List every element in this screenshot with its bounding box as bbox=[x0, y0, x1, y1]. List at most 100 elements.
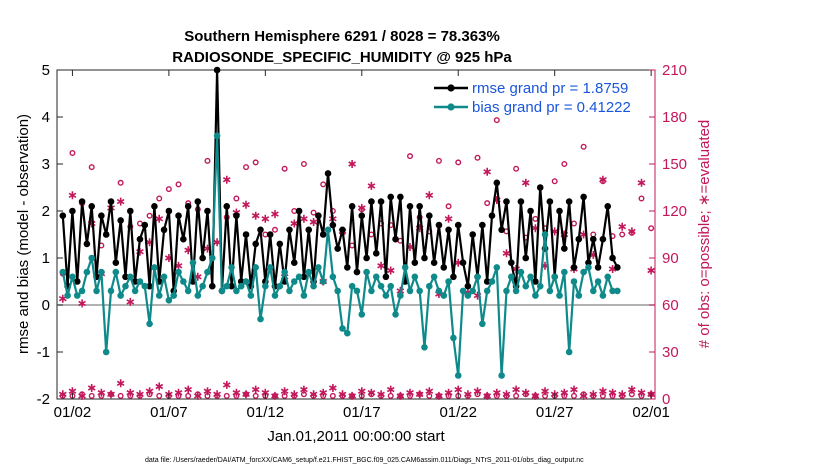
bias-point bbox=[575, 292, 583, 299]
y-left-tick-label: 2 bbox=[42, 203, 50, 220]
obs-possible-point bbox=[484, 200, 491, 207]
obs-evaluated-point bbox=[396, 391, 405, 400]
bias-point bbox=[344, 329, 351, 337]
obs-evaluated-point bbox=[271, 210, 279, 219]
obs-evaluated-point bbox=[599, 175, 607, 184]
obs-evaluated-point bbox=[203, 387, 212, 396]
obs-possible-point bbox=[580, 143, 587, 150]
bias-point bbox=[281, 268, 288, 276]
bias-point bbox=[363, 268, 370, 276]
rmse-point bbox=[112, 259, 120, 267]
rmse-point bbox=[73, 278, 81, 285]
bias-point bbox=[614, 287, 621, 295]
obs-evaluated-point bbox=[627, 385, 636, 394]
obs-possible-point bbox=[117, 392, 124, 399]
bias-point bbox=[184, 287, 192, 295]
rmse-point bbox=[324, 170, 332, 177]
y-axis-label-left: rmse and bias (model - observation) bbox=[15, 114, 32, 354]
bias-point bbox=[252, 264, 259, 271]
legend: rmse grand pr = 1.8759 bias grand pr = 0… bbox=[429, 77, 651, 116]
bias-point bbox=[594, 278, 602, 285]
obs-possible-point bbox=[551, 178, 558, 185]
bias-point bbox=[401, 264, 409, 271]
bias-point bbox=[218, 287, 226, 295]
obs-possible-point bbox=[561, 160, 568, 167]
obs-evaluated-point bbox=[444, 388, 453, 397]
obs-evaluated-point bbox=[107, 390, 115, 399]
obs-evaluated-point bbox=[425, 387, 434, 396]
bias-point bbox=[488, 278, 496, 285]
obs-possible-point bbox=[271, 226, 278, 233]
rmse-point bbox=[59, 212, 67, 219]
bias-point bbox=[98, 268, 105, 276]
rmse-point bbox=[107, 198, 115, 205]
rmse-point bbox=[305, 226, 313, 234]
bias-point bbox=[78, 287, 86, 295]
bias-point bbox=[469, 287, 477, 295]
obs-possible-point bbox=[435, 157, 442, 164]
rmse-point bbox=[141, 221, 149, 229]
y-right-tick-label: 180 bbox=[662, 109, 687, 126]
rmse-point bbox=[242, 231, 250, 238]
tick-layer: -2 -1 0 1 2 3 4 5 0 30 60 90 120 150 180 210 01/02 01/07 0… bbox=[37, 62, 687, 421]
obs-possible-point bbox=[455, 159, 462, 166]
rmse-point bbox=[208, 282, 216, 290]
bias-point bbox=[64, 292, 71, 299]
obs-evaluated-point bbox=[242, 390, 250, 399]
rmse-point bbox=[199, 254, 206, 262]
x-tick-label: 01/22 bbox=[439, 404, 477, 421]
y-left-tick-label: -2 bbox=[37, 391, 50, 408]
rmse-point bbox=[450, 273, 457, 281]
x-tick-label: 01/02 bbox=[54, 404, 92, 421]
y-right-tick-label: 150 bbox=[662, 156, 687, 173]
bias-point bbox=[459, 287, 467, 295]
obs-evaluated-point bbox=[415, 390, 424, 399]
rmse-point bbox=[536, 184, 544, 191]
legend-rmse-marker bbox=[447, 84, 455, 92]
bias-point bbox=[450, 334, 457, 342]
obs-evaluated-point bbox=[78, 299, 86, 308]
bias-point bbox=[517, 268, 525, 276]
bias-point bbox=[522, 282, 530, 290]
obs-evaluated-point bbox=[521, 178, 530, 187]
bias-point bbox=[430, 273, 438, 281]
rmse-point bbox=[184, 203, 192, 210]
bias-point bbox=[532, 292, 539, 299]
bias-point bbox=[199, 282, 206, 290]
rmse-point bbox=[585, 259, 592, 267]
bias-point bbox=[541, 231, 549, 238]
rmse-point bbox=[344, 264, 351, 271]
bias-point bbox=[237, 282, 245, 290]
obs-evaluated-point bbox=[300, 385, 308, 394]
bias-point bbox=[102, 348, 110, 356]
bias-point bbox=[204, 268, 211, 276]
obs-evaluated-point bbox=[145, 387, 154, 396]
rmse-point bbox=[228, 282, 235, 290]
obs-evaluated-point bbox=[97, 388, 106, 397]
obs-evaluated-point bbox=[174, 388, 183, 397]
rmse-point bbox=[146, 282, 153, 290]
rmse-point bbox=[527, 207, 534, 215]
rmse-point bbox=[604, 203, 612, 210]
rmse-point bbox=[594, 264, 602, 271]
rmse-point bbox=[353, 268, 361, 276]
obs-possible-point bbox=[156, 392, 163, 399]
obs-evaluated-point bbox=[290, 219, 299, 228]
bias-point bbox=[170, 292, 178, 299]
obs-evaluated-point bbox=[377, 261, 385, 270]
rmse-point bbox=[459, 259, 467, 267]
rmse-point bbox=[435, 221, 443, 229]
obs-possible-point bbox=[233, 195, 240, 202]
bias-point bbox=[310, 282, 317, 290]
rmse-point bbox=[599, 235, 607, 243]
x-tick-label: 01/12 bbox=[247, 404, 285, 421]
bias-point bbox=[93, 287, 100, 295]
rmse-point bbox=[454, 221, 462, 229]
rmse-point bbox=[358, 212, 366, 219]
bias-point bbox=[479, 320, 486, 328]
bias-point bbox=[266, 264, 274, 271]
rmse-point bbox=[266, 231, 274, 238]
rmse-point bbox=[493, 179, 501, 187]
obs-evaluated-point bbox=[492, 388, 501, 397]
bias-point bbox=[286, 287, 293, 295]
